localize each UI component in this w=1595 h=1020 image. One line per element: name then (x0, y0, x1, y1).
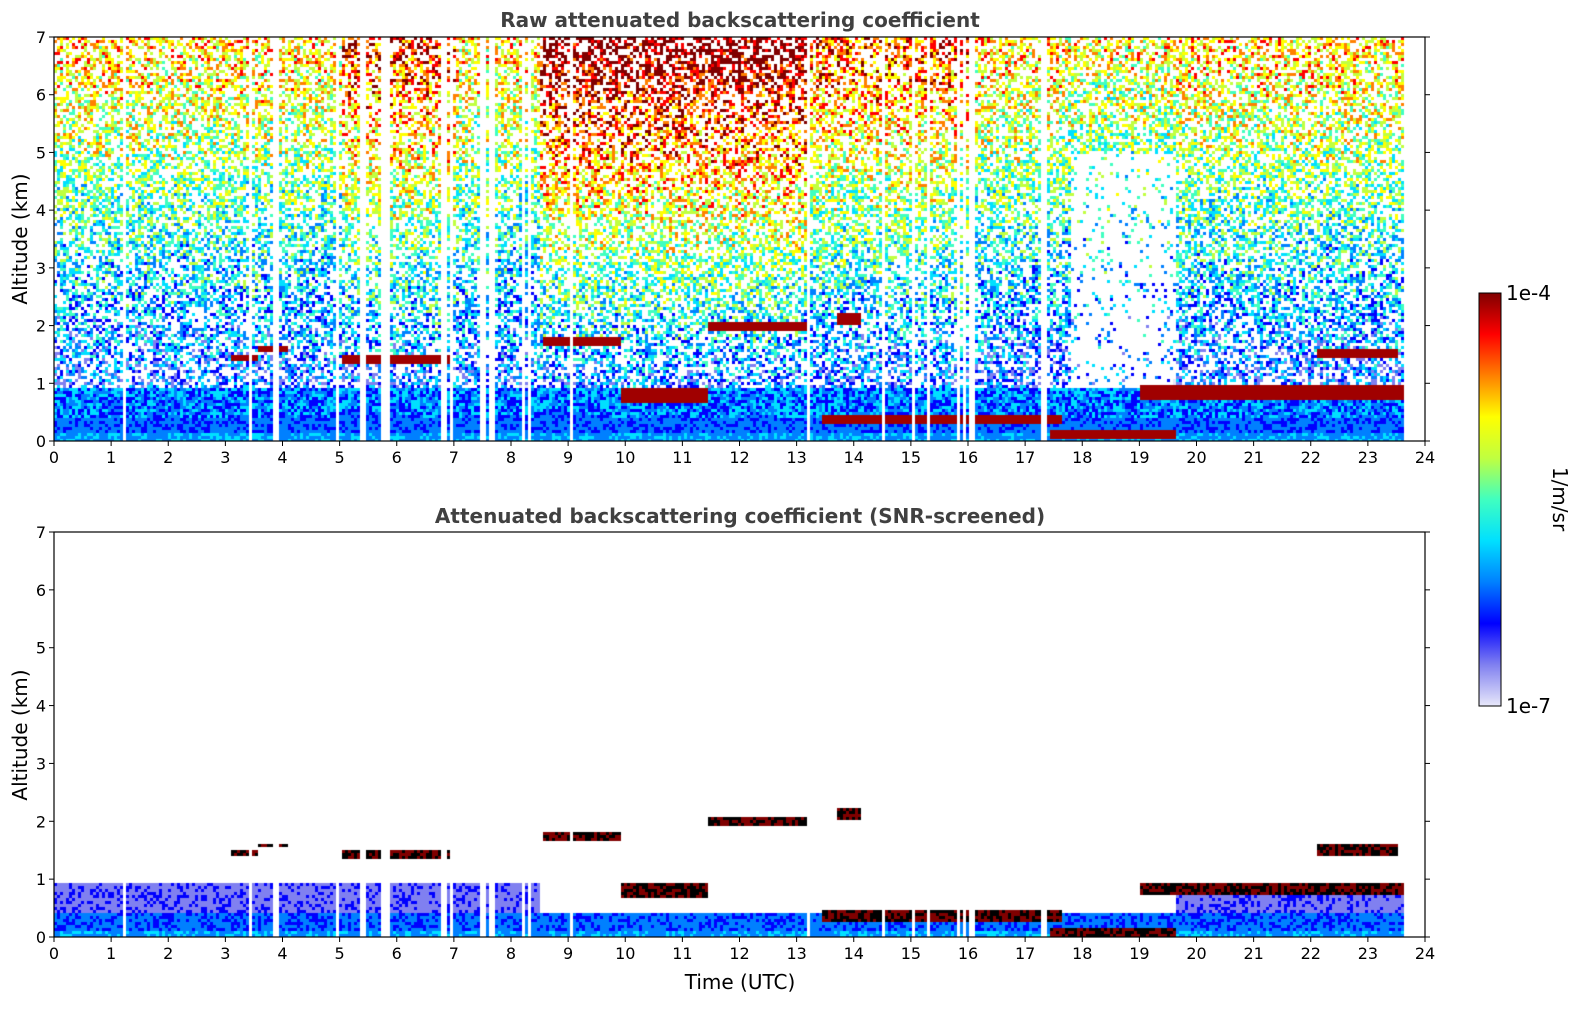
x-tick-label: 18 (1072, 448, 1092, 467)
panel-raw-x-ticks: 0 1 2 3 4 5 6 7 8 9 10 11 12 13 14 15 16 17 18 19 20 21 22 23 24 (49, 441, 1435, 467)
x-tick-label: 9 (563, 944, 573, 963)
y-tick-label: 7 (36, 28, 46, 47)
x-tick-label: 2 (163, 944, 173, 963)
y-tick-label: 7 (36, 523, 46, 542)
x-tick-label: 23 (1358, 448, 1378, 467)
x-tick-label: 16 (958, 944, 978, 963)
x-tick-label: 21 (1243, 448, 1263, 467)
panel-screened: Attenuated backscattering coefficient (S… (8, 504, 1435, 994)
x-tick-label: 17 (1015, 944, 1035, 963)
x-tick-label: 10 (615, 448, 635, 467)
x-tick-label: 1 (106, 448, 116, 467)
x-tick-label: 22 (1301, 944, 1321, 963)
x-tick-label: 5 (335, 448, 345, 467)
x-tick-label: 21 (1243, 944, 1263, 963)
x-tick-label: 4 (277, 448, 287, 467)
y-tick-label: 0 (36, 432, 46, 451)
x-tick-label: 11 (672, 448, 692, 467)
colorbar-unit-label: 1/m/sr (1548, 467, 1572, 532)
x-tick-label: 12 (729, 448, 749, 467)
x-tick-label: 16 (958, 448, 978, 467)
x-tick-label: 12 (729, 944, 749, 963)
x-tick-label: 13 (786, 448, 806, 467)
x-tick-label: 3 (220, 448, 230, 467)
y-tick-label: 2 (36, 317, 46, 336)
x-tick-label: 22 (1301, 448, 1321, 467)
x-tick-label: 9 (563, 448, 573, 467)
x-tick-label: 14 (844, 944, 864, 963)
x-tick-label: 1 (106, 944, 116, 963)
x-tick-label: 8 (506, 944, 516, 963)
x-tick-label: 20 (1186, 944, 1206, 963)
x-tick-label: 6 (392, 448, 402, 467)
y-tick-label: 3 (36, 754, 46, 773)
y-tick-label: 5 (36, 639, 46, 658)
y-tick-label: 6 (36, 86, 46, 105)
colorbar-min-label: 1e-7 (1506, 694, 1551, 718)
x-tick-label: 0 (49, 944, 59, 963)
heatmap-image (54, 532, 1425, 937)
x-tick-label: 23 (1358, 944, 1378, 963)
y-tick-label: 1 (36, 374, 46, 393)
x-tick-label: 7 (449, 448, 459, 467)
x-tick-label: 2 (163, 448, 173, 467)
colorbar-gradient (1478, 292, 1502, 707)
x-tick-label: 10 (615, 944, 635, 963)
x-tick-label: 5 (335, 944, 345, 963)
colorbar: 1e-4 1e-7 1/m/sr (1478, 281, 1572, 718)
colorbar-max-label: 1e-4 (1506, 281, 1551, 305)
panel-screened-x-ticks: 0 1 2 3 4 5 6 7 8 9 10 11 12 13 14 15 16 17 18 19 20 21 22 23 24 (49, 937, 1435, 963)
y-tick-label: 3 (36, 259, 46, 278)
x-tick-label: 0 (49, 448, 59, 467)
y-tick-label: 4 (36, 697, 46, 716)
x-tick-label: 4 (277, 944, 287, 963)
heatmap-image (54, 37, 1425, 441)
panel-screened-title: Attenuated backscattering coefficient (S… (435, 504, 1045, 528)
panel-raw: Raw attenuated backscattering coefficien… (8, 8, 1435, 467)
panel-raw-ylabel: Altitude (km) (8, 173, 32, 304)
panel-screened-ylabel: Altitude (km) (8, 669, 32, 800)
panel-screened-heatmap (54, 532, 1425, 937)
x-tick-label: 15 (901, 448, 921, 467)
x-tick-label: 20 (1186, 448, 1206, 467)
x-tick-label: 19 (1129, 448, 1149, 467)
x-tick-label: 6 (392, 944, 402, 963)
x-tick-label: 15 (901, 944, 921, 963)
y-tick-label: 4 (36, 201, 46, 220)
y-tick-label: 6 (36, 581, 46, 600)
x-tick-label: 24 (1415, 448, 1435, 467)
x-tick-label: 3 (220, 944, 230, 963)
y-tick-label: 1 (36, 870, 46, 889)
y-tick-label: 0 (36, 928, 46, 947)
x-tick-label: 19 (1129, 944, 1149, 963)
x-tick-label: 24 (1415, 944, 1435, 963)
panel-screened-xlabel: Time (UTC) (684, 970, 796, 994)
x-tick-label: 14 (844, 448, 864, 467)
panel-raw-y-ticks: 0 1 2 3 4 5 6 7 (36, 28, 1430, 451)
y-tick-label: 2 (36, 812, 46, 831)
x-tick-label: 8 (506, 448, 516, 467)
panel-raw-heatmap (54, 37, 1425, 441)
x-tick-label: 7 (449, 944, 459, 963)
y-tick-label: 5 (36, 143, 46, 162)
x-tick-label: 11 (672, 944, 692, 963)
x-tick-label: 13 (786, 944, 806, 963)
x-tick-label: 17 (1015, 448, 1035, 467)
panel-screened-y-ticks: 0 1 2 3 4 5 6 7 (36, 523, 1430, 947)
x-tick-label: 18 (1072, 944, 1092, 963)
panel-raw-title: Raw attenuated backscattering coefficien… (500, 8, 980, 32)
